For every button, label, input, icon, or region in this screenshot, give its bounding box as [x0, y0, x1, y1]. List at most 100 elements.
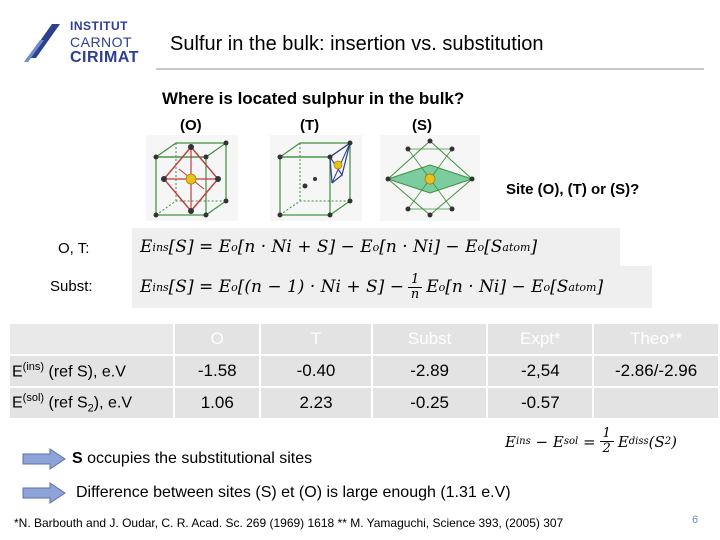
- row-label-sol-e: E: [12, 394, 23, 412]
- eq-lhs-arg: [S]: [168, 237, 194, 257]
- subst-lhs-arg: [S]: [168, 277, 194, 297]
- site-label-t: (T): [300, 117, 320, 134]
- slide-title: Sulfur in the bulk: insertion vs. substi…: [170, 33, 544, 55]
- cell-ins-o: -1.58: [175, 356, 260, 386]
- site-label-o: (O): [180, 117, 202, 134]
- row-label-sol: E(sol) (ref S2), e.V: [10, 388, 174, 418]
- cell-sol-subst: -0.25: [372, 388, 487, 418]
- logo-text: INSTITUT CARNOT CIRIMAT: [70, 18, 139, 66]
- eq-term1: E: [218, 237, 232, 257]
- eq-o-sub: o: [231, 240, 238, 254]
- row-label-sol-sup: (sol): [22, 391, 45, 404]
- subst-atom-sub: atom: [568, 280, 597, 294]
- eq-term3-arg: [S: [484, 237, 503, 257]
- eq-term2-arg: [n · Ni]: [379, 237, 440, 257]
- cell-sol-o: 1.06: [175, 388, 260, 418]
- diss-equals: =: [582, 432, 596, 451]
- eq-atom-sub: atom: [502, 240, 531, 254]
- diss-e2: E: [552, 432, 564, 451]
- eq-o-sub-2: o: [372, 240, 380, 254]
- row-label-sol-sub: 2: [87, 402, 94, 415]
- subst-term3: E: [531, 277, 544, 297]
- subst-o-sub-3: o: [543, 280, 551, 294]
- eq-minus-1: −: [340, 237, 355, 257]
- table-header-row: O T Subst Expt* Theo**: [10, 324, 718, 354]
- subst-frac-den: n: [410, 286, 420, 302]
- row-label-sol-end: ), e.V: [93, 394, 132, 412]
- page-number: 6: [692, 514, 699, 526]
- ot-equation-label: O, T:: [58, 240, 90, 257]
- conclusion-substitutional: S occupies the substitutional sites: [72, 450, 312, 468]
- title-divider: [156, 68, 704, 70]
- cell-ins-t: -0.40: [261, 356, 371, 386]
- eq-o-sub-3: o: [477, 240, 485, 254]
- institut-carnot-logo: INSTITUT CARNOT CIRIMAT: [22, 12, 154, 72]
- eq-ins-sup: ins: [152, 240, 169, 254]
- diss-close: ): [671, 432, 678, 451]
- table-header-theo: Theo**: [594, 324, 718, 354]
- cell-sol-expt: -0.57: [488, 388, 593, 418]
- subst-minus-2: −: [511, 277, 526, 297]
- eq-term3: E: [465, 237, 478, 257]
- row-label-sol-rest: (ref S: [44, 394, 88, 412]
- conclusion-difference: Difference between sites (S) et (O) is l…: [76, 484, 511, 501]
- subst-ins-sup: ins: [152, 280, 169, 294]
- subst-close: ]: [596, 277, 604, 297]
- subst-equals: =: [199, 277, 214, 297]
- table-header-subst: Subst: [372, 324, 487, 354]
- diss-half-num: 1: [599, 427, 614, 442]
- site-label-s: (S): [412, 117, 432, 134]
- row-label-ins-e: E: [12, 363, 23, 381]
- cell-ins-expt: -2,54: [488, 356, 593, 386]
- logo-mark-icon: [22, 18, 66, 66]
- subst-o-sub-2: o: [438, 280, 446, 294]
- energy-results-table: O T Subst Expt* Theo** E(ins) (ref S), e…: [8, 322, 720, 420]
- eq-close: ]: [530, 237, 538, 257]
- subst-frac-num: 1: [407, 272, 423, 288]
- references-footnote: *N. Barbouth and J. Oudar, C. R. Acad. S…: [14, 516, 564, 530]
- row-label-ins: E(ins) (ref S), e.V: [10, 356, 174, 386]
- cell-sol-theo: [594, 388, 718, 418]
- diss-two-sub: 2: [664, 436, 672, 447]
- subst-term3-arg: [S: [550, 277, 569, 297]
- subst-term1-arg: [(n − 1) · Ni + S]: [237, 277, 385, 297]
- diss-sol-sup: sol: [563, 436, 579, 447]
- diss-diss-sub: diss: [628, 436, 649, 447]
- conclusion-s-rest: occupies the substitutional sites: [82, 450, 313, 467]
- cell-sol-t: 2.23: [261, 388, 371, 418]
- subst-term1: E: [218, 277, 232, 297]
- substitutional-site-diagram: [380, 135, 480, 226]
- diss-e: E: [505, 432, 516, 451]
- diss-ins-sup: ins: [515, 436, 531, 447]
- conclusion-arrow-icon: [22, 448, 66, 475]
- logo-line-2: CARNOT: [70, 34, 133, 50]
- table-header-t: T: [261, 324, 371, 354]
- row-label-ins-rest: (ref S), e.V: [44, 363, 126, 381]
- tetrahedral-site-diagram: [270, 135, 362, 226]
- eq-minus-2: −: [445, 237, 460, 257]
- subst-term2: E: [426, 277, 439, 297]
- table-row: E(ins) (ref S), e.V -1.58 -0.40 -2.89 -2…: [10, 356, 718, 386]
- diss-half-den: 2: [602, 441, 611, 456]
- subst-e: E: [140, 277, 153, 297]
- octahedral-site-diagram: [146, 135, 238, 226]
- cell-ins-theo: -2.86/-2.96: [594, 356, 718, 386]
- conclusion-arrow-icon: [22, 482, 66, 509]
- conclusion-s-bold: S: [72, 450, 83, 467]
- subst-minus-1: −: [389, 277, 404, 297]
- table-header-o: O: [175, 324, 260, 354]
- diss-ediss: E: [617, 432, 629, 451]
- cell-ins-subst: -2.89: [372, 356, 487, 386]
- eq-equals: =: [199, 237, 214, 257]
- question-heading: Where is located sulphur in the bulk?: [162, 89, 465, 108]
- row-label-ins-sup: (ins): [22, 360, 45, 373]
- subst-term2-arg: [n · Ni]: [445, 277, 507, 297]
- diss-arg: (S: [648, 432, 665, 451]
- subst-equation-label: Subst:: [50, 278, 93, 295]
- logo-line-3: CIRIMAT: [70, 49, 139, 66]
- table-corner-cell: [10, 324, 174, 354]
